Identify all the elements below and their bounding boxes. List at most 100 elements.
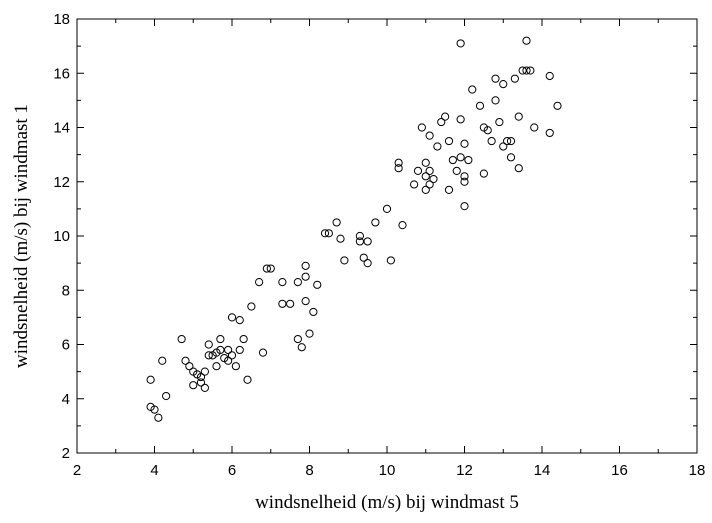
- data-point: [332, 218, 341, 227]
- data-point: [479, 169, 488, 178]
- data-point: [475, 101, 485, 110]
- data-point: [456, 115, 465, 124]
- data-point: [499, 142, 508, 151]
- data-point: [231, 362, 240, 371]
- data-point: [204, 351, 213, 360]
- data-point: [200, 367, 209, 376]
- x-tick-label: 12: [456, 462, 473, 479]
- data-point: [286, 299, 295, 308]
- data-point: [514, 164, 523, 173]
- x-tick-label: 4: [150, 462, 158, 479]
- data-point: [355, 237, 364, 246]
- data-point: [506, 136, 516, 146]
- y-tick-label: 8: [62, 282, 70, 299]
- data-point: [177, 334, 186, 344]
- x-tick-label: 6: [228, 462, 236, 479]
- data-point: [363, 237, 372, 246]
- data-point: [460, 139, 469, 148]
- data-point: [278, 299, 287, 308]
- x-tick-label: 14: [534, 462, 551, 479]
- data-point: [522, 36, 531, 45]
- data-point: [181, 356, 190, 365]
- y-tick-label: 6: [62, 337, 70, 354]
- data-point: [301, 272, 310, 281]
- data-point: [301, 261, 310, 270]
- data-point: [413, 166, 423, 175]
- data-point: [460, 177, 469, 186]
- tick-marks: [76, 18, 698, 454]
- data-point: [421, 158, 430, 167]
- data-point: [553, 101, 562, 110]
- data-point: [293, 278, 302, 287]
- data-point: [216, 345, 225, 355]
- data-point: [444, 136, 454, 146]
- data-point: [456, 153, 465, 162]
- x-axis-title: windsnelheid (m/s) bij windmast 5: [255, 492, 519, 513]
- data-point: [421, 185, 430, 194]
- data-point: [421, 172, 430, 181]
- data-point: [382, 204, 392, 213]
- y-tick-label: 16: [53, 65, 70, 82]
- data-point: [464, 155, 473, 165]
- data-point: [340, 256, 349, 265]
- data-point: [425, 166, 434, 175]
- data-point: [530, 123, 539, 132]
- data-point: [429, 174, 438, 184]
- data-point: [491, 96, 500, 105]
- data-point: [278, 278, 287, 287]
- data-point: [456, 39, 465, 48]
- y-axis-title: windsnelheid (m/s) bij windmast 1: [11, 104, 32, 368]
- data-point: [324, 229, 333, 238]
- data-point: [185, 362, 194, 371]
- data-point: [235, 315, 244, 325]
- data-point: [266, 264, 275, 273]
- data-point: [394, 158, 403, 167]
- data-point: [146, 402, 155, 411]
- data-point: [158, 356, 167, 365]
- data-point: [235, 345, 244, 355]
- data-point: [522, 66, 531, 75]
- x-tick-label: 16: [611, 462, 628, 479]
- data-point: [460, 202, 469, 211]
- data-point: [355, 231, 364, 241]
- data-point: [196, 378, 206, 387]
- x-tick-label: 18: [689, 462, 706, 479]
- data-point: [394, 164, 403, 173]
- data-point: [452, 166, 461, 175]
- data-point: [262, 264, 271, 273]
- data-point: [255, 278, 264, 287]
- data-point: [162, 391, 171, 401]
- data-point: [320, 229, 330, 238]
- data-point: [224, 345, 233, 355]
- data-point: [239, 334, 248, 344]
- y-tick-label: 12: [53, 174, 70, 191]
- data-point: [189, 367, 198, 376]
- data-point: [448, 155, 457, 165]
- data-point: [503, 136, 512, 146]
- data-point: [243, 375, 252, 384]
- data-point: [491, 74, 500, 83]
- plot-frame: [76, 18, 698, 454]
- x-tick-label: 8: [305, 462, 313, 479]
- y-tick-label: 18: [53, 11, 70, 28]
- y-tick-label: 14: [53, 120, 70, 137]
- data-point: [437, 117, 446, 127]
- data-point: [212, 362, 221, 371]
- data-point: [216, 334, 225, 344]
- data-point: [313, 280, 322, 289]
- data-point: [417, 123, 426, 132]
- data-point: [468, 85, 477, 94]
- data-point: [526, 66, 535, 75]
- data-point: [224, 356, 233, 365]
- data-point: [425, 131, 434, 140]
- data-point: [297, 343, 306, 352]
- data-point: [189, 381, 198, 390]
- data-point: [483, 126, 492, 135]
- data-point: [460, 172, 469, 181]
- data-point: [518, 66, 527, 75]
- data-point: [363, 259, 372, 268]
- data-point: [441, 112, 450, 121]
- data-point: [495, 117, 504, 127]
- data-point: [359, 253, 368, 262]
